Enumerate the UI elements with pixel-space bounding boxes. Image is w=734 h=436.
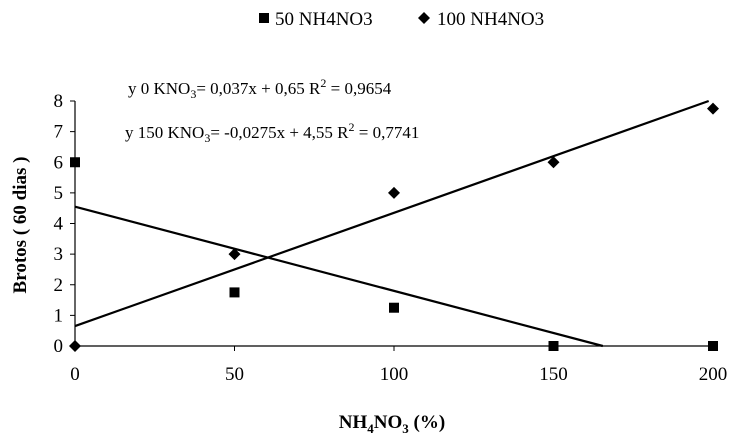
x-axis-label-tail: (%) — [409, 412, 445, 433]
data-point-square — [708, 341, 718, 351]
data-point-square — [389, 302, 399, 313]
y-tick-label: 2 — [54, 275, 64, 296]
trendline-1 — [74, 99, 710, 328]
legend-marker-diamond — [418, 12, 430, 24]
y-axis-label: Brotos ( 60 dias ) — [10, 157, 31, 294]
data-point-diamond — [228, 248, 241, 261]
x-tick-label: 0 — [70, 364, 80, 385]
x-tick-label: 50 — [225, 364, 244, 385]
data-point-square — [70, 157, 80, 168]
x-axis-label-mid: NO — [374, 412, 403, 433]
y-tick-label: 5 — [54, 183, 64, 204]
equation-1-suffix: = 0,9654 — [326, 79, 391, 98]
x-tick-label: 200 — [699, 364, 728, 385]
data-point-square — [229, 287, 240, 298]
y-tick-label: 3 — [54, 244, 64, 265]
equation-1-subscript: 3 — [190, 87, 196, 101]
equation-1-body: = 0,037x + 0,65 R — [196, 79, 321, 98]
y-tick-label: 6 — [54, 152, 64, 173]
x-axis-label-sub2: 3 — [402, 421, 409, 436]
legend-label-series-1: 50 NH4NO3 — [275, 9, 373, 30]
equation-annotation-1: y 0 KNO3= 0,037x + 0,65 R2 = 0,9654 — [128, 76, 392, 101]
x-tick-label: 100 — [380, 364, 409, 385]
equation-2-superscript: 2 — [349, 120, 355, 134]
legend: 50 NH4NO3 100 NH4NO3 — [259, 9, 544, 30]
equation-2-subscript: 3 — [204, 131, 210, 145]
equation-1-prefix: y 0 KNO — [128, 79, 190, 98]
equation-2-body: = -0,0275x + 4,55 R — [210, 123, 349, 142]
equation-2-prefix: y 150 KNO — [125, 123, 204, 142]
data-point-diamond — [69, 340, 81, 352]
y-tick-label: 4 — [54, 214, 64, 235]
x-tick-label: 150 — [539, 364, 568, 385]
data-point-diamond — [547, 156, 560, 169]
y-tick-label: 7 — [54, 122, 64, 143]
y-tick-label: 1 — [54, 305, 64, 326]
y-tick-label: 8 — [54, 91, 64, 112]
equation-1-superscript: 2 — [320, 76, 326, 90]
data-point-square — [548, 341, 559, 351]
legend-marker-square — [259, 13, 269, 23]
legend-label-series-2: 100 NH4NO3 — [437, 9, 544, 30]
data-points — [69, 102, 719, 352]
trendline-2 — [74, 205, 604, 348]
y-tick-label: 0 — [54, 336, 64, 357]
equation-2-suffix: = 0,7741 — [355, 123, 420, 142]
x-axis-label-main: NH — [339, 412, 368, 433]
data-point-diamond — [707, 102, 719, 115]
x-axis-label-sub1: 4 — [367, 421, 374, 436]
x-axis-label: NH4NO3 (%) — [339, 412, 445, 436]
y-ticks: 0 1 2 3 4 5 6 7 8 — [54, 91, 75, 357]
trendlines — [74, 99, 710, 348]
x-ticks: 0 50 100 150 200 — [70, 346, 727, 385]
data-point-diamond — [388, 186, 400, 199]
equation-annotation-2: y 150 KNO3= -0,0275x + 4,55 R2 = 0,7741 — [125, 120, 419, 145]
